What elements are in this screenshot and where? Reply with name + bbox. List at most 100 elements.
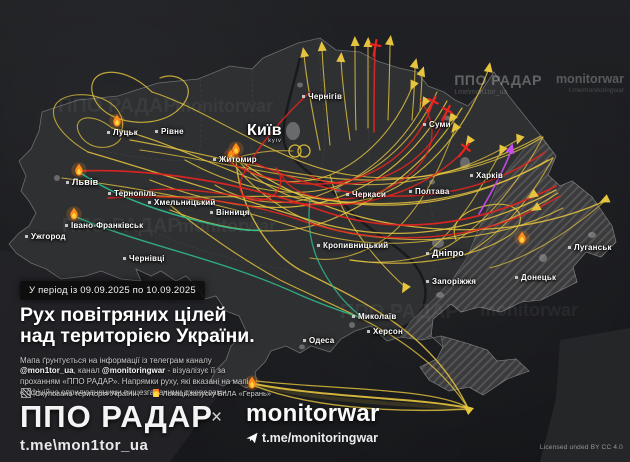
trajectory-yellow [253,383,469,409]
downed-target-cross [457,142,471,158]
legend-item-launch: Локації запуску БпЛА «Герань» [152,389,271,398]
trajectories-layer [53,41,606,412]
launch-arrow [499,144,508,156]
trajectory-yellow [349,203,521,264]
footer-brand2-link[interactable]: t.me/monitoringwar [262,431,378,445]
launch-arrow [530,202,542,211]
trajectory-green [308,199,364,319]
downed-target-cross [441,104,453,122]
hatch-square-icon [21,388,31,398]
trajectory-red [107,195,561,239]
trajectory-yellow [149,100,448,209]
launch-arrow [402,282,411,294]
footer-separator: × [211,407,223,428]
launch-arrow [528,189,539,199]
launch-arrow [483,62,493,73]
trajectory-yellow [235,157,469,409]
markers-layer [66,35,611,416]
trajectory-yellow [309,127,456,260]
launch-arrow [448,112,458,123]
map-watermark-text: monitorwar [480,300,578,320]
launch-arrow [410,79,419,91]
map-title-line2: над територією України. [20,325,255,348]
telegram-handle[interactable]: @monitoringwar [101,366,166,376]
launch-flame-icon [66,206,82,222]
launch-arrow [300,47,310,58]
launch-flame-icon [514,230,530,246]
trajectory-red [373,49,376,133]
trajectory-red [224,104,433,185]
trajectory-green [78,171,261,232]
loiter-circle [297,144,311,158]
trajectory-yellow [321,47,331,146]
foreign-land-southwest [0,250,241,462]
trajectory-purple [478,150,512,215]
watermark-brand1-link: t.me\mon1tor_ua [454,89,508,96]
legend-item-occupied: Окупована територія України [21,388,137,398]
trajectory-yellow [251,384,469,412]
flame-icon [152,389,159,397]
trajectory-red [309,113,447,185]
launch-flame-icon [71,162,87,178]
launch-arrow [384,35,394,46]
map-title: Рух повітряних цілей над територією Укра… [20,304,260,348]
description-text: є офіційно оприлюдненими вищезгаданими д… [20,387,229,397]
foreign-land-east [540,328,630,462]
telegram-handle[interactable]: @mon1tor_ua [20,366,74,376]
map-description: Мапа ґрунтується на інформації із телегр… [20,356,260,398]
launch-arrow [416,66,426,78]
trajectory-yellow [139,138,520,186]
trajectory-green [73,215,363,319]
watermark-brand2-link: t.me/monitoringwar [568,87,624,94]
trajectory-yellow [235,67,490,205]
downed-target-cross [427,95,439,113]
launch-arrow [422,96,431,108]
trajectory-red [239,91,311,202]
license-note: Licensed unded BY CC 4.0 [539,444,623,451]
trajectory-yellow [255,380,468,408]
downed-target-cross [369,39,382,57]
info-block: У період із 09.09.2025 по 10.09.2025 Рух… [20,280,260,398]
launch-flame-icon [223,148,239,164]
telegram-plane-icon [246,432,258,444]
trajectory-yellow [251,382,470,411]
description-text: - візуалізує її за [165,366,226,376]
trajectory-yellow [464,157,554,256]
launch-arrow [599,194,611,203]
trajectory-red [78,169,557,226]
launch-arrow [336,52,346,63]
trajectory-yellow [349,136,544,263]
map-title-line1: Рух повітряних цілей [20,304,227,326]
map-watermark-text: ППО РАДАР [340,301,459,323]
launch-flame-icon [244,375,260,391]
trajectory-yellow [184,91,438,193]
trajectory-red [149,150,465,206]
description-text: , канал [73,366,102,376]
watermark-brand2: monitorwar [555,72,624,86]
loiter-circle [288,144,302,158]
footer-brand1-link[interactable]: t.me\mon1tor_ua [20,437,149,454]
legend-occupied-label: Окупована територія України [35,388,137,398]
trajectory-yellow [387,41,391,121]
launch-arrow [451,122,462,133]
direction-arrow [505,143,515,155]
description-text: Мапа ґрунтується на інформації із телегр… [20,355,212,365]
trajectory-red [281,99,433,200]
launch-arrow [363,37,373,48]
trajectory-yellow [76,117,122,148]
map-watermark-text: ППО РАДАР [62,215,181,237]
watermark-brand1: ППО РАДАР [454,72,542,88]
trajectory-yellow [340,58,351,141]
trajectory-yellow [129,135,542,181]
footer-brand-ppo-radar: ППО РАДАР t.me\mon1tor_ua [20,399,213,454]
launch-arrow [409,58,419,69]
occupied-territory-east [400,136,617,341]
map-watermark-text: monitorwar [175,96,273,116]
footer-brand-monitorwar: monitorwar t.me/monitoringwar [246,400,380,445]
footer-brand2-title: monitorwar [246,400,380,427]
launch-arrow [463,405,474,416]
occupied-territory-crimea [419,335,530,396]
trajectory-yellow [303,53,321,151]
